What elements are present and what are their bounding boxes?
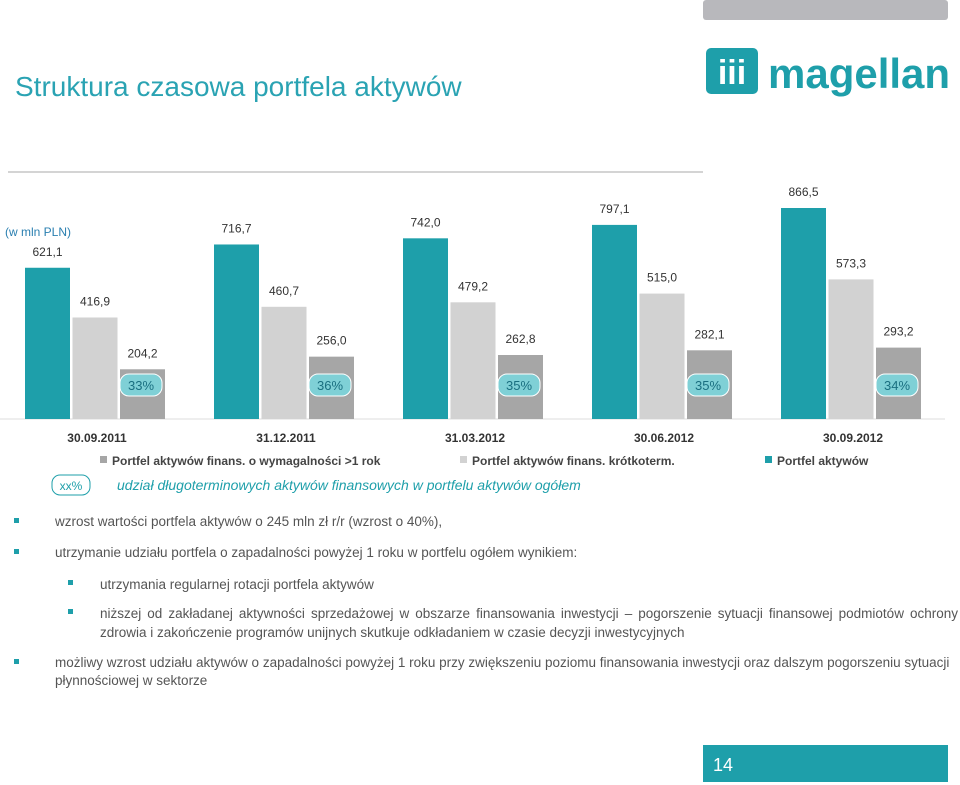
- bar: [214, 244, 259, 419]
- bar: [828, 279, 874, 419]
- x-tick-label: 30.09.2012: [823, 431, 883, 445]
- value-label: 742,0: [410, 215, 440, 229]
- value-label: 293,2: [883, 325, 913, 339]
- value-label: 621,1: [32, 245, 62, 259]
- share-label: 35%: [506, 378, 532, 393]
- svg-text:iii: iii: [718, 54, 746, 92]
- x-tick-label: 31.12.2011: [256, 431, 316, 445]
- sub-bullet-marker: [68, 580, 73, 585]
- x-tick-label: 30.09.2011: [67, 431, 127, 445]
- top-bar: [703, 0, 948, 20]
- bar: [403, 238, 448, 419]
- share-badge: [308, 373, 352, 397]
- share-badge: [119, 373, 163, 397]
- value-label: 460,7: [269, 284, 299, 298]
- sub-bullet-marker: [68, 609, 73, 614]
- bar: [450, 302, 496, 419]
- value-label: 256,0: [316, 334, 346, 348]
- slide-title: Struktura czasowa portfela aktywów: [15, 71, 462, 102]
- bullet-text: wzrost wartości portfela aktywów o 245 m…: [55, 514, 443, 529]
- page-number-box: [703, 745, 948, 782]
- sub-bullet-text: utrzymania regularnej rotacji portfela a…: [100, 577, 374, 592]
- bar: [639, 293, 685, 419]
- share-badge: [686, 373, 730, 397]
- value-label: 716,7: [221, 221, 251, 235]
- legend-label: Portfel aktywów finans. o wymagalności >…: [112, 454, 381, 468]
- note-text: udział długoterminowych aktywów finansow…: [117, 477, 581, 493]
- bullet-marker: [14, 659, 19, 664]
- sub-bullet-text: niższej od zakładanej aktywności sprzeda…: [100, 606, 958, 640]
- share-badge: [875, 373, 919, 397]
- legend-label: Portfel aktywów: [777, 454, 869, 468]
- note-badge-text: xx%: [60, 479, 83, 493]
- bullet-text: możliwy wzrost udziału aktywów o zapadal…: [55, 655, 950, 688]
- bar: [25, 267, 70, 419]
- bullet-marker: [14, 518, 19, 523]
- note-badge: [51, 474, 91, 496]
- legend-swatch: [765, 456, 772, 463]
- value-label: 515,0: [647, 271, 677, 285]
- value-label: 797,1: [599, 202, 629, 216]
- bullet-marker: [14, 549, 19, 554]
- value-label: 416,9: [80, 294, 110, 308]
- value-label: 204,2: [127, 346, 157, 360]
- bar: [781, 208, 826, 419]
- share-label: 35%: [695, 378, 721, 393]
- share-label: 36%: [317, 378, 343, 393]
- value-label: 573,3: [836, 256, 866, 270]
- bar: [261, 306, 307, 419]
- logo: iii magellan: [706, 48, 950, 97]
- x-tick-label: 31.03.2012: [445, 431, 505, 445]
- share-label: 33%: [128, 378, 154, 393]
- unit-note: (w mln PLN): [5, 225, 71, 239]
- value-label: 866,5: [788, 185, 818, 199]
- bar: [72, 317, 118, 419]
- share-label: 34%: [884, 378, 910, 393]
- legend-label: Portfel aktywów finans. krótkoterm.: [472, 454, 675, 468]
- bullet-text: utrzymanie udziału portfela o zapadalnoś…: [55, 545, 578, 560]
- value-label: 262,8: [505, 332, 535, 346]
- value-label: 282,1: [694, 327, 724, 341]
- legend-swatch: [460, 456, 467, 463]
- x-tick-label: 30.06.2012: [634, 431, 694, 445]
- page-number: 14: [713, 755, 733, 775]
- share-badge: [497, 373, 541, 397]
- bar: [592, 224, 637, 419]
- logo-text: magellan: [768, 50, 950, 97]
- legend-swatch: [100, 456, 107, 463]
- value-label: 479,2: [458, 279, 488, 293]
